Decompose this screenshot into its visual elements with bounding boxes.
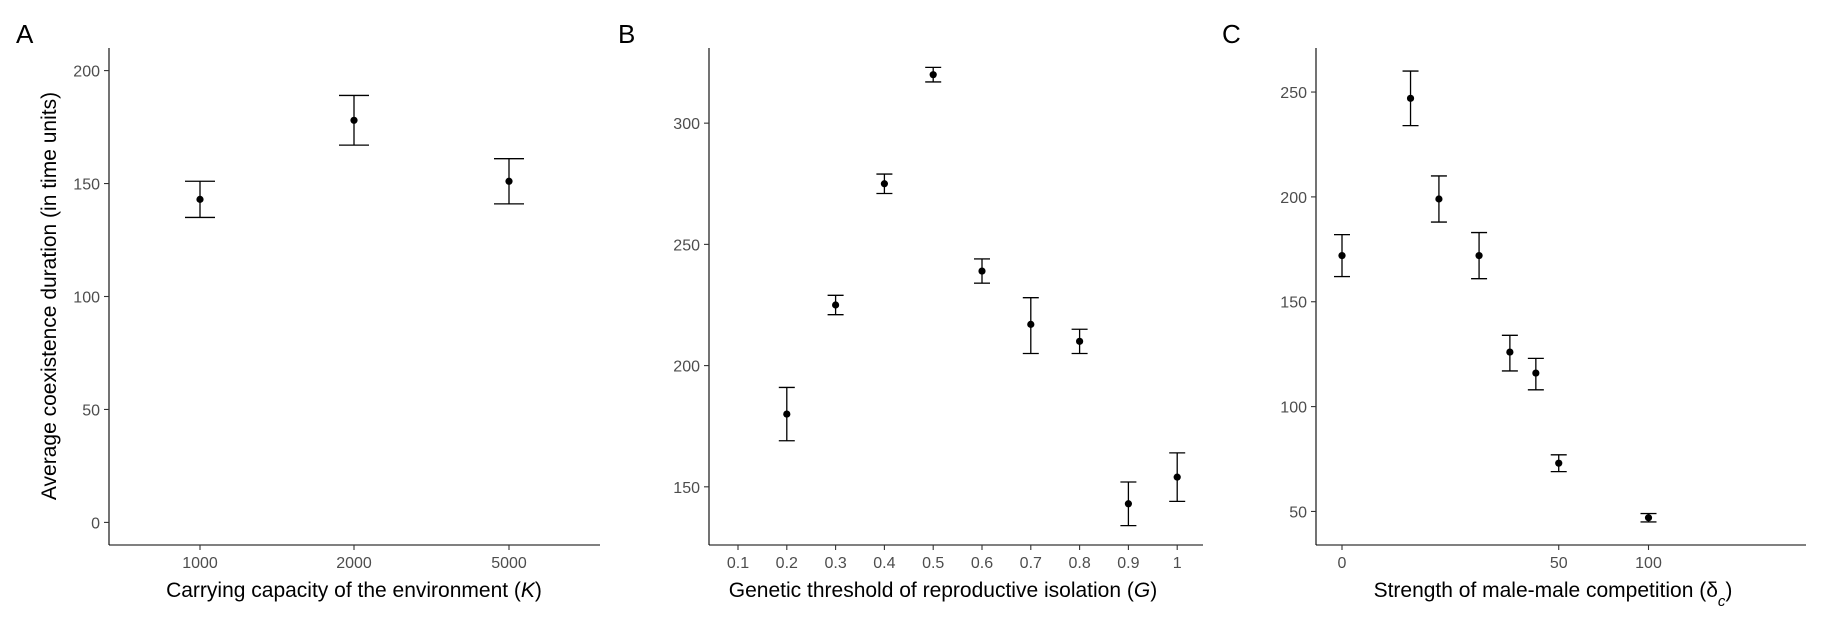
panel-a-y-tick-label: 50 <box>82 402 100 419</box>
panel-c-data-point <box>1338 252 1346 260</box>
panel-c-error-bar <box>1501 334 1518 372</box>
panel-a-y-tick-label: 150 <box>73 177 100 194</box>
panel-b-data-point <box>929 71 937 79</box>
panel-a-data-point <box>196 195 204 203</box>
panel-b-y-tick-label: 300 <box>673 116 700 133</box>
panel-c-y-tick-label: 150 <box>1280 295 1307 312</box>
panel-c-data-point <box>1435 195 1443 203</box>
panel-c-data-point <box>1532 369 1540 377</box>
panel-c-data-point <box>1506 348 1514 356</box>
panel-a-error-bar <box>185 180 215 219</box>
panel-b-error-bar <box>1169 452 1186 503</box>
panel-b-data-point <box>783 410 791 418</box>
panel-a-ticks: 0 50 100 150 200 1000 2000 5000 <box>73 64 527 572</box>
panel-b-x-tick-label: 0.9 <box>1117 555 1139 572</box>
panel-c-error-bar <box>1527 357 1544 391</box>
panel-c-error-bar <box>1430 175 1447 223</box>
panel-b-x-tick-label: 0.4 <box>873 555 895 572</box>
panel-c-y-tick-label: 250 <box>1280 85 1307 102</box>
panel-a-x-tick-label: 1000 <box>182 555 218 572</box>
panel-b-error-bar <box>1071 328 1088 355</box>
panel-b-x-tick-label: 0.6 <box>971 555 993 572</box>
panel-a-y-tick-label: 100 <box>73 290 100 307</box>
panel-c-error-bar <box>1471 231 1488 280</box>
panel-b-x-tick-label: 0.1 <box>727 555 749 572</box>
panel-b-data-point <box>1173 473 1181 481</box>
panel-a-y-tick-label: 0 <box>91 515 100 532</box>
panel-b-data-point <box>1076 337 1084 345</box>
panel-c-data-point <box>1644 514 1653 522</box>
panel-c-data-point <box>1475 252 1483 260</box>
panel-c: C Strength of male-male competition (δc)… <box>1222 19 1806 610</box>
panel-c-error-bar <box>1334 233 1350 278</box>
panel-b-error-bar <box>1022 297 1039 355</box>
panel-b-error-bar <box>974 258 990 284</box>
panel-a: A Average coexistence duration (in time … <box>16 19 600 602</box>
panel-b-data-point <box>978 267 986 275</box>
panel-c-error-bar <box>1640 512 1657 523</box>
panel-c-data-point <box>1555 459 1563 467</box>
panel-c-x-tick-label: 0 <box>1338 555 1347 572</box>
panel-c-y-tick-label: 50 <box>1289 504 1307 521</box>
panel-b-error-bar <box>876 173 893 195</box>
panel-c-ticks: 50 100 150 200 250 0 50 100 <box>1280 85 1662 572</box>
panel-b-x-tick-label: 0.5 <box>922 555 944 572</box>
panel-a-error-bar <box>494 158 524 205</box>
panel-a-data-points <box>185 94 524 219</box>
panel-b-error-bar <box>925 66 942 83</box>
panel-b-data-point <box>1124 500 1132 508</box>
panel-a-data-point <box>505 177 513 185</box>
panel-b-x-tick-label: 0.3 <box>824 555 846 572</box>
panel-b-x-tick-label: 0.8 <box>1068 555 1090 572</box>
panel-letter-c: C <box>1222 19 1241 49</box>
panel-c-x-axis-title: Strength of male-male competition (δc) <box>1374 579 1733 610</box>
panel-a-error-bar <box>339 94 369 146</box>
panel-b-data-point <box>832 301 840 309</box>
panel-b-x-tick-label: 1 <box>1173 555 1182 572</box>
panel-c-y-tick-label: 200 <box>1280 190 1307 207</box>
panel-c-error-bar <box>1402 70 1419 127</box>
panel-b: B Genetic threshold of reproductive isol… <box>618 19 1203 602</box>
panel-c-x-tick-label: 50 <box>1550 555 1568 572</box>
panel-b-error-bar <box>827 294 844 316</box>
panel-a-y-tick-label: 200 <box>73 64 100 81</box>
panel-b-ticks: 150 200 250 300 0.1 0.2 0.3 0.4 0.5 0.6 0.7 0.8 0.9 1 <box>673 116 1181 572</box>
panel-letter-b: B <box>618 19 635 49</box>
panel-b-y-tick-label: 150 <box>673 480 700 497</box>
panel-c-y-tick-label: 100 <box>1280 400 1307 417</box>
panel-a-x-tick-label: 2000 <box>336 555 372 572</box>
panel-b-data-point <box>1027 320 1035 328</box>
panel-b-error-bar <box>778 386 795 442</box>
panel-a-x-axis-title: Carrying capacity of the environment (K) <box>166 579 542 602</box>
panel-b-data-points <box>778 66 1186 527</box>
panel-c-data-points <box>1334 70 1657 523</box>
panel-a-y-axis-title: Average coexistence duration (in time un… <box>38 92 61 500</box>
panel-letter-a: A <box>16 19 34 49</box>
panel-c-data-point <box>1406 94 1415 102</box>
panel-b-data-point <box>880 180 889 188</box>
panel-b-x-tick-label: 0.2 <box>776 555 798 572</box>
panel-a-data-point <box>350 116 358 124</box>
panel-b-y-tick-label: 250 <box>673 237 700 254</box>
panel-c-error-bar <box>1550 454 1567 473</box>
panel-b-x-axis-title: Genetic threshold of reproductive isolat… <box>729 579 1157 602</box>
panel-b-y-tick-label: 200 <box>673 359 700 376</box>
panel-a-x-tick-label: 5000 <box>491 555 527 572</box>
panel-c-x-tick-label: 100 <box>1635 555 1662 572</box>
panel-b-x-tick-label: 0.7 <box>1020 555 1042 572</box>
panel-b-error-bar <box>1120 481 1137 527</box>
